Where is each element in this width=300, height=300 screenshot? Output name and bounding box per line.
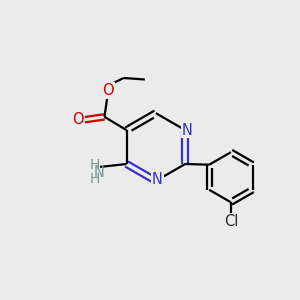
Text: N: N [152,172,163,187]
Text: O: O [72,112,84,127]
Text: H: H [90,158,100,172]
Text: H: H [90,172,100,186]
Text: N: N [93,165,104,180]
Text: Cl: Cl [224,214,238,229]
Text: N: N [181,123,192,138]
Text: O: O [102,83,114,98]
